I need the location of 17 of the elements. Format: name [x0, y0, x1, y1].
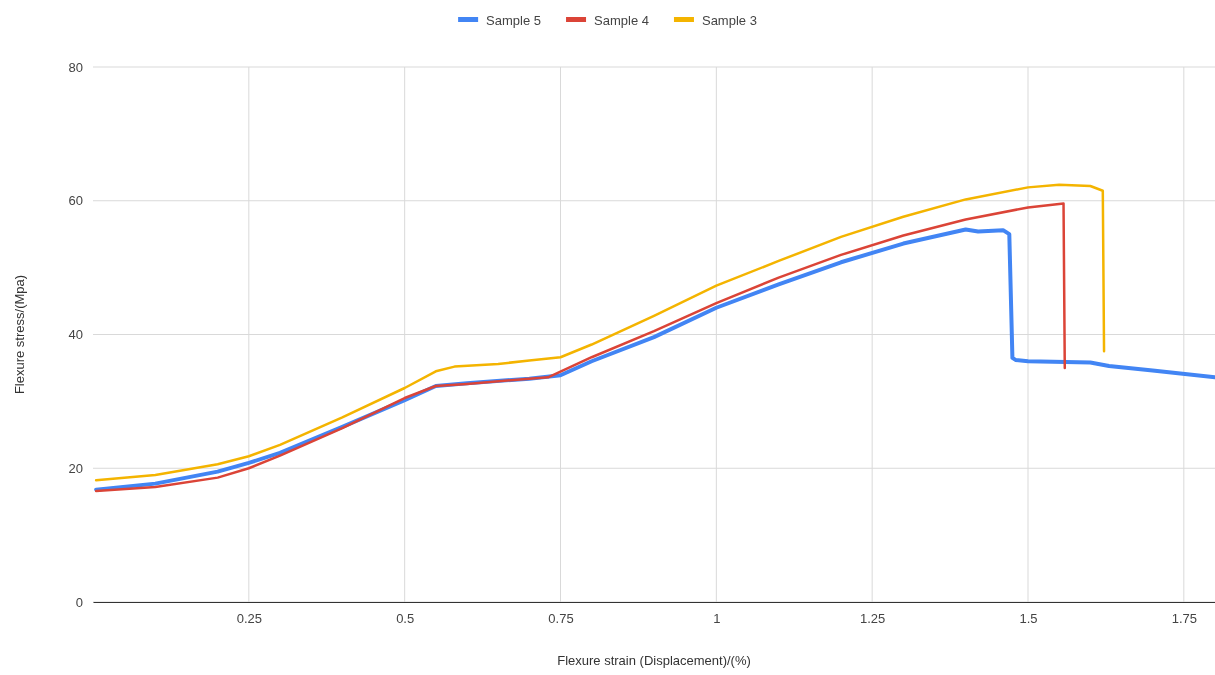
x-tick-label: 1.75: [1171, 611, 1197, 627]
y-tick-label: 40: [68, 327, 83, 343]
x-axis-title: Flexure strain (Displacement)/(%): [557, 653, 751, 668]
x-tick-label: 0.75: [548, 611, 574, 627]
legend-label: Sample 4: [594, 13, 649, 28]
legend-label: Sample 3: [701, 13, 757, 28]
y-tick-label: 80: [68, 59, 83, 75]
x-tick-label: 1.25: [860, 611, 886, 627]
y-tick-label: 60: [68, 193, 83, 209]
y-tick-label: 20: [68, 460, 83, 476]
y-tick-label: 0: [75, 594, 83, 610]
x-tick-label: 1.5: [1019, 611, 1038, 627]
x-tick-label: 1: [713, 611, 721, 627]
x-tick-label: 0.25: [236, 611, 262, 627]
y-axis-title: Flexure stress/(Mpa): [12, 274, 27, 395]
x-tick-label: 0.5: [396, 611, 415, 627]
legend-label: Sample 5: [486, 13, 542, 28]
